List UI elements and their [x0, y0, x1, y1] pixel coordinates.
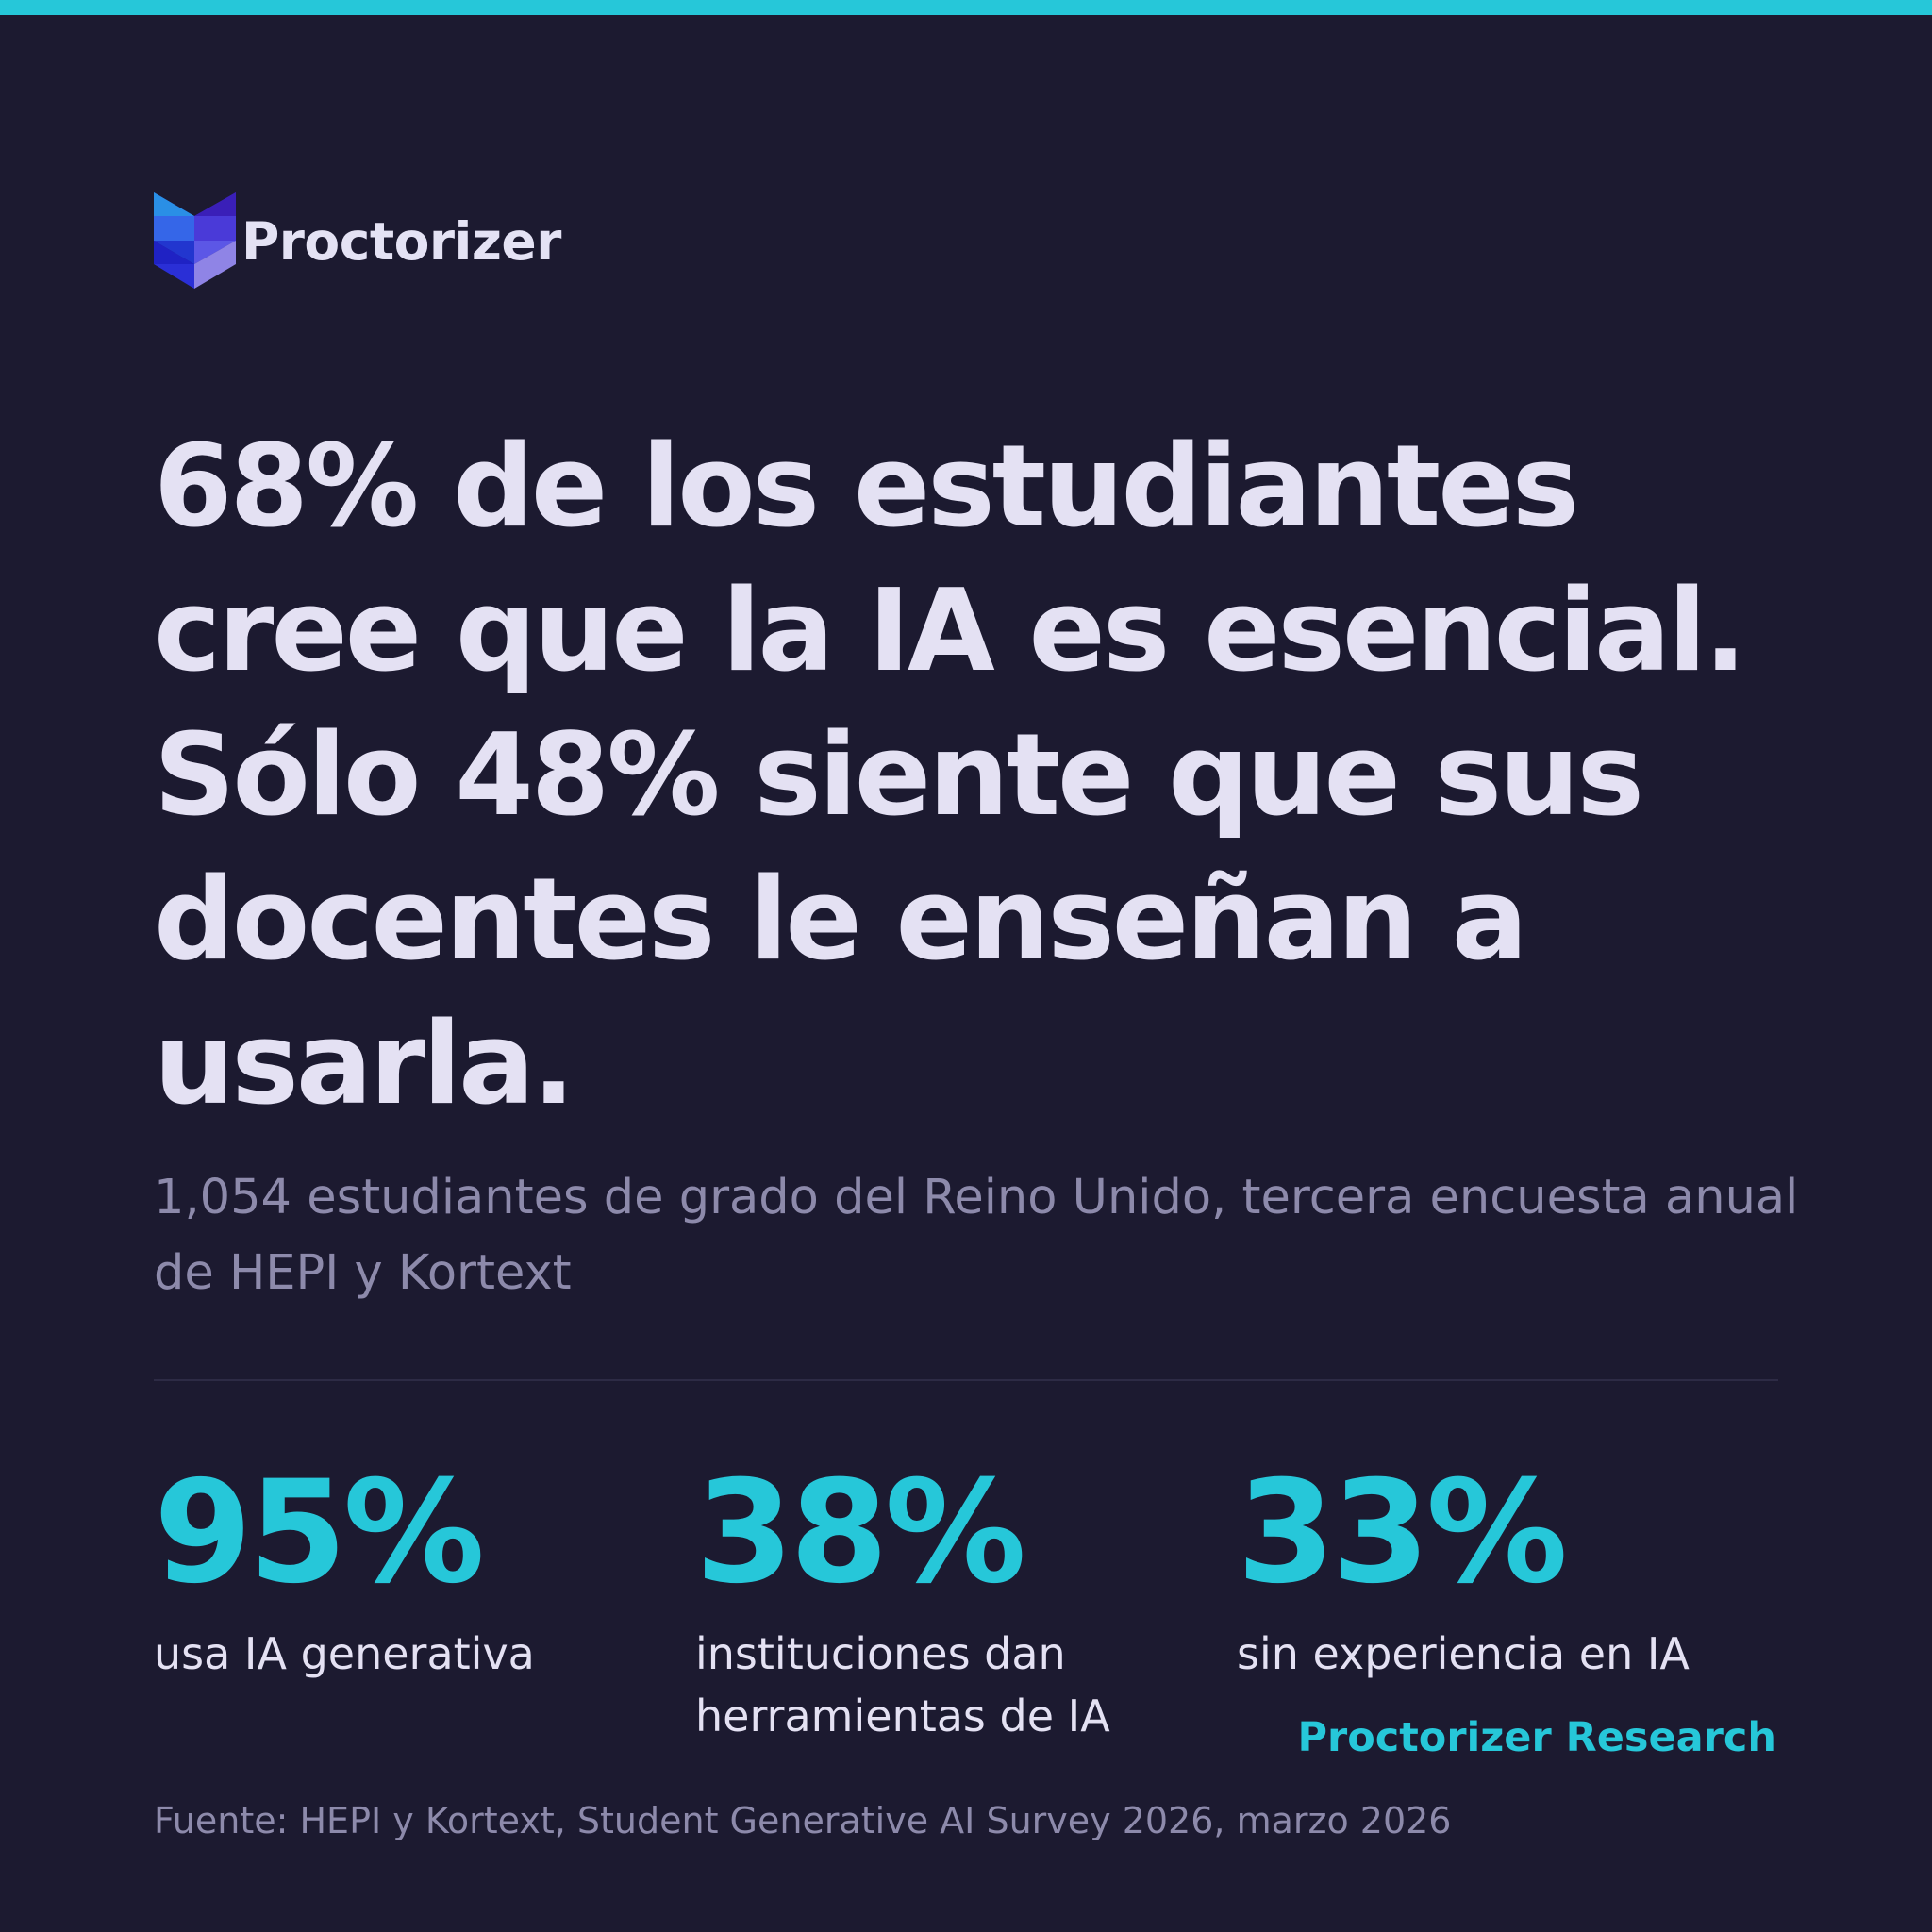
stat-institution-tools: 38% instituciones dan herramientas de IA	[695, 1462, 1205, 1747]
cube-logo-icon	[154, 192, 236, 289]
stat-label: usa IA generativa	[154, 1628, 535, 1679]
top-accent-bar	[0, 0, 1932, 15]
stat-label: instituciones dan herramientas de IA	[695, 1628, 1110, 1741]
headline: 68% de los estudiantes cree que la IA es…	[154, 422, 1747, 1130]
source-citation: Fuente: HEPI y Kortext, Student Generati…	[154, 1800, 1452, 1841]
brand-logo: Proctorizer	[154, 192, 561, 289]
brand-name: Proctorizer	[242, 210, 561, 272]
subtitle: 1,054 estudiantes de grado del Reino Uni…	[154, 1170, 1799, 1301]
divider	[154, 1379, 1778, 1381]
research-credit: Proctorizer Research	[1297, 1714, 1776, 1761]
stat-generative-ai-use: 95% usa IA generativa	[154, 1462, 682, 1685]
stat-value: 33%	[1237, 1451, 1568, 1615]
stat-no-experience: 33% sin experiencia en IA	[1237, 1462, 1765, 1685]
stat-label: sin experiencia en IA	[1237, 1628, 1690, 1679]
stat-value: 38%	[695, 1451, 1026, 1615]
stat-value: 95%	[154, 1451, 485, 1615]
